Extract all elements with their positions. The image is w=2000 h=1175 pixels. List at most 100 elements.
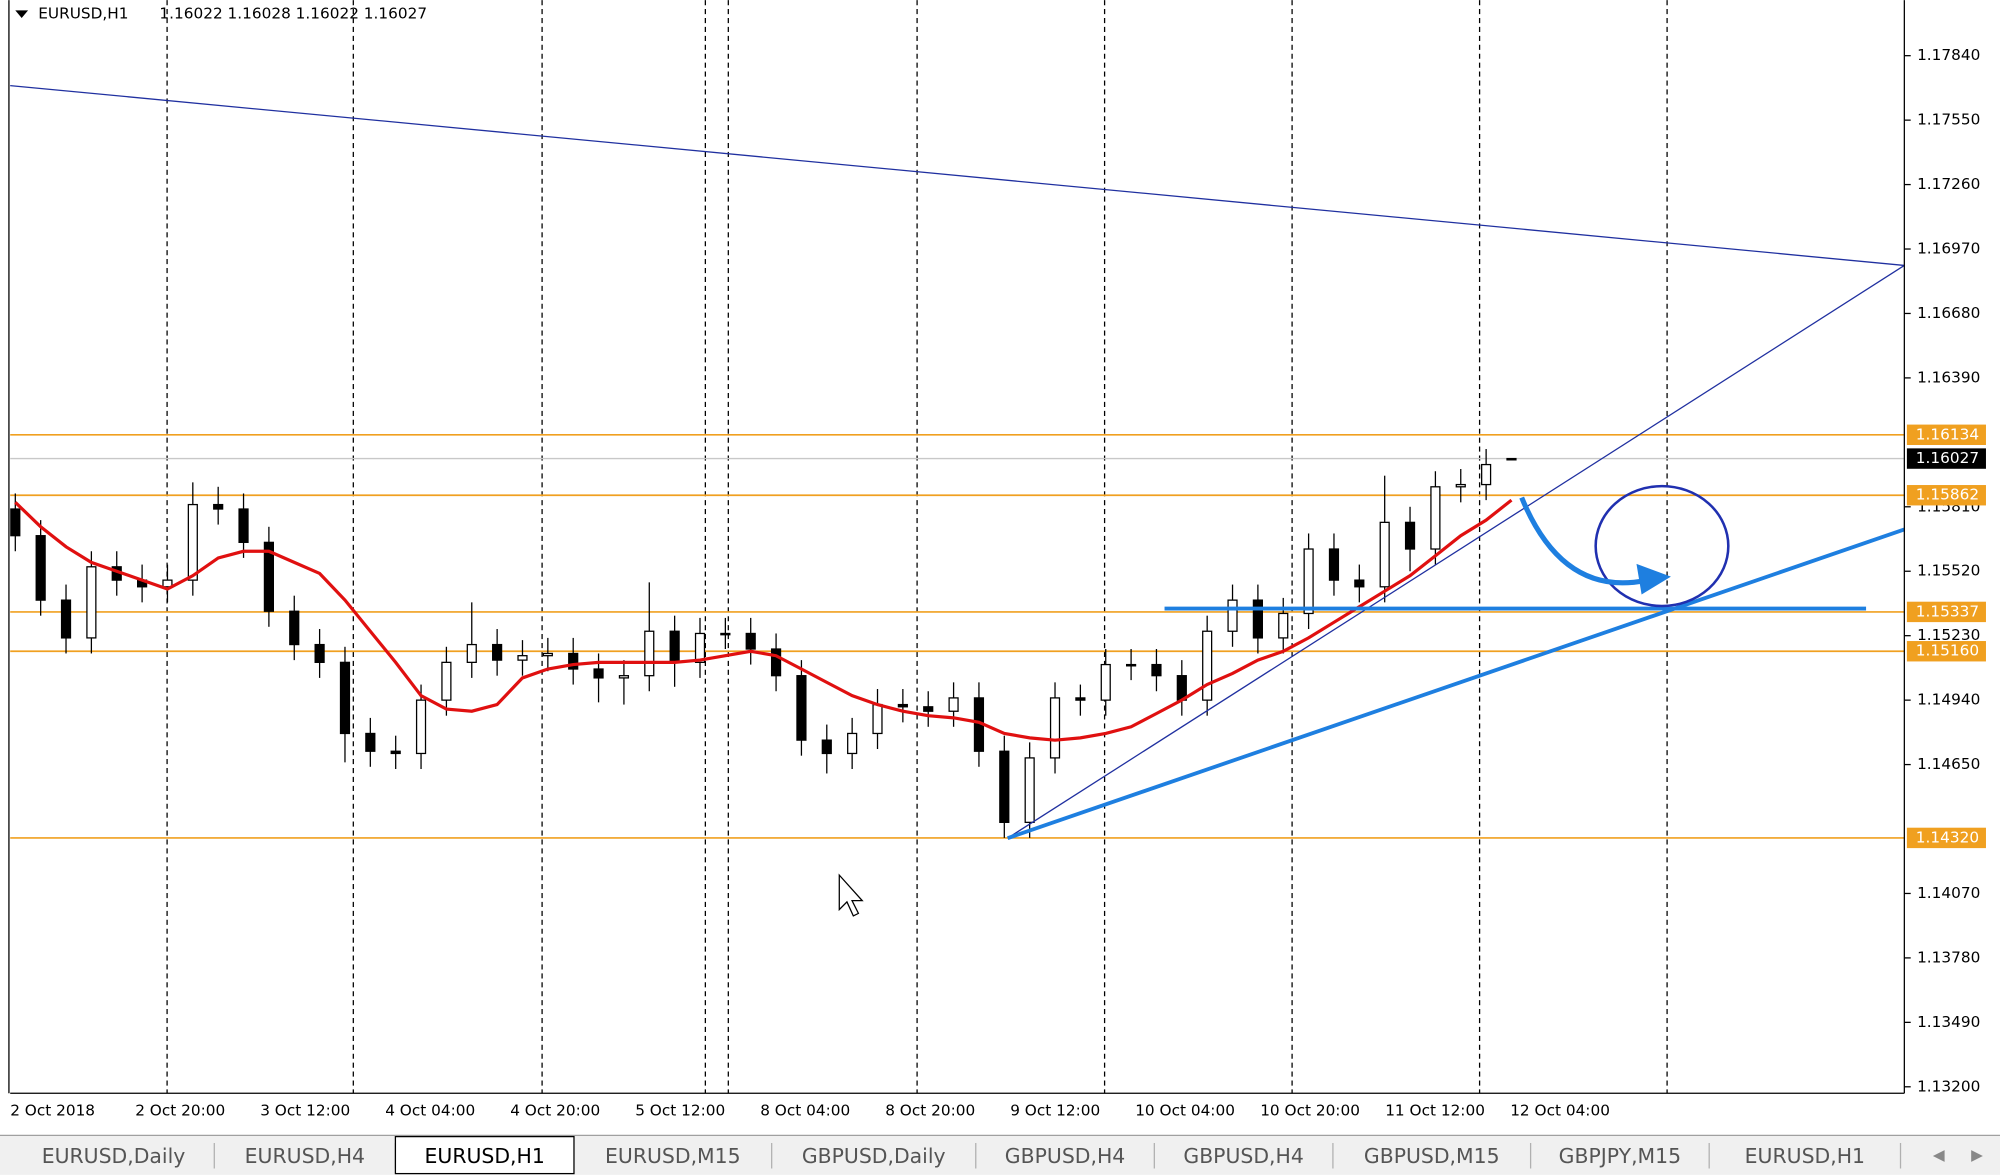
candle-body xyxy=(1100,663,1111,701)
circle xyxy=(1594,484,1730,608)
tab[interactable]: EURUSD,M15 xyxy=(605,1144,741,1168)
candle-body xyxy=(441,661,452,701)
candle-body xyxy=(1404,521,1416,550)
tab[interactable]: GBPJPY,M15 xyxy=(1559,1144,1681,1168)
x-tick-label: 4 Oct 20:00 xyxy=(510,1102,600,1120)
candle-body xyxy=(593,668,604,679)
candle-body xyxy=(745,632,756,650)
x-tick-label: 2 Oct 2018 xyxy=(10,1102,95,1120)
candle-body xyxy=(1506,457,1517,461)
y-tick-label: 1.13490 xyxy=(1917,1013,1980,1031)
x-tick-label: 5 Oct 12:00 xyxy=(635,1102,725,1120)
y-tick-label: 1.15230 xyxy=(1917,626,1980,644)
symbol: EURUSD,H1 xyxy=(38,5,128,23)
tab-bar xyxy=(0,1135,2000,1175)
y-tick-label: 1.13200 xyxy=(1917,1077,1980,1095)
candle-body xyxy=(1455,483,1466,488)
active-tab-bg xyxy=(394,1135,575,1175)
candle-body xyxy=(1151,663,1162,677)
candle-body xyxy=(1075,697,1086,701)
x-tick-label: 11 Oct 12:00 xyxy=(1385,1102,1485,1120)
separators xyxy=(166,0,1668,1094)
candle-body xyxy=(796,675,807,741)
candle-body xyxy=(1481,463,1492,486)
candle-body xyxy=(1227,599,1238,632)
y-tick-label: 1.17840 xyxy=(1917,46,1980,64)
trend-line xyxy=(1007,264,1905,839)
scroll-left[interactable]: ◀ xyxy=(1933,1146,1945,1164)
axes: 1.17840 1.17550 1.17260 1.16970 1.16680 1.163… xyxy=(10,46,1986,1120)
levels xyxy=(10,433,1905,839)
level-label-bg xyxy=(1906,485,1986,506)
x-tick-label: 9 Oct 12:00 xyxy=(1010,1102,1100,1120)
header-arrow xyxy=(15,10,29,18)
tab[interactable]: GBPUSD,Daily xyxy=(802,1144,946,1168)
candle-body xyxy=(213,503,224,510)
candle-body xyxy=(669,630,680,663)
tab[interactable]: EURUSD,H4 xyxy=(245,1144,365,1168)
candle-body xyxy=(770,648,782,677)
tab[interactable]: GBPUSD,H4 xyxy=(1005,1144,1125,1168)
candle-body xyxy=(1252,599,1263,639)
level-label: 1.15337 xyxy=(1916,602,1979,620)
y-tick-label: 1.17260 xyxy=(1917,175,1980,193)
candle-body xyxy=(1430,486,1441,550)
tabs: EURUSD,Daily EURUSD,H4 EURUSD,H1 EURUSD,M15… xyxy=(42,1135,1902,1175)
x-tick-label: 8 Oct 04:00 xyxy=(760,1102,850,1120)
candle-body xyxy=(999,750,1010,823)
tab[interactable]: GBPUSD,M15 xyxy=(1364,1144,1500,1168)
level-label: 1.14320 xyxy=(1916,828,1979,846)
ohlc: 1.16022 1.16028 1.16022 1.16027 xyxy=(159,5,427,23)
candle-body xyxy=(568,652,579,670)
x-tick-label: 8 Oct 20:00 xyxy=(885,1102,975,1120)
level-label-bg xyxy=(1906,601,1986,623)
trend-line xyxy=(1007,527,1905,840)
y-tick-label: 1.16970 xyxy=(1917,240,1980,258)
x-tick-label: 12 Oct 04:00 xyxy=(1510,1102,1610,1120)
y-tick-label: 1.14650 xyxy=(1917,755,1980,773)
level-label: 1.15862 xyxy=(1916,486,1979,504)
candle-body xyxy=(720,632,731,636)
candle-body xyxy=(821,739,832,755)
candle-body xyxy=(872,703,883,735)
x-tick-label: 2 Oct 20:00 xyxy=(135,1102,225,1120)
mouse-cursor xyxy=(838,873,864,917)
tab[interactable]: EURUSD,Daily xyxy=(42,1144,186,1168)
trend-line xyxy=(10,84,1905,267)
y-tick-label: 1.17550 xyxy=(1917,111,1980,129)
candle-body xyxy=(1303,548,1314,615)
current-price-label: 1.16027 xyxy=(1916,449,1979,467)
tab[interactable]: EURUSD,H1 xyxy=(1745,1144,1865,1168)
candle-body xyxy=(1328,548,1340,581)
candle-body xyxy=(1354,579,1365,588)
x-tick-label: 10 Oct 04:00 xyxy=(1135,1102,1235,1120)
y-tick-label: 1.14070 xyxy=(1917,884,1980,902)
candle-body xyxy=(923,706,934,712)
tab[interactable]: EURUSD,H1 xyxy=(425,1144,545,1168)
arrow-head xyxy=(1636,563,1671,595)
candle-body xyxy=(263,541,274,612)
y-tick-label: 1.15520 xyxy=(1917,562,1980,580)
candle-body xyxy=(10,508,21,537)
y-tick-label: 1.14940 xyxy=(1917,691,1980,709)
candle-body xyxy=(897,703,908,708)
x-tick-label: 10 Oct 20:00 xyxy=(1260,1102,1360,1120)
level-label-bg xyxy=(1906,827,1986,849)
candle-body xyxy=(60,599,72,639)
scroll-right[interactable]: ▶ xyxy=(1971,1146,1983,1164)
candle-body xyxy=(948,697,959,712)
x-tick-label: 4 Oct 04:00 xyxy=(385,1102,475,1120)
tab[interactable]: GBPUSD,H4 xyxy=(1183,1144,1303,1168)
candle-body xyxy=(1125,663,1137,667)
candle-body xyxy=(644,630,655,677)
level-label-bg xyxy=(1906,424,1986,445)
candle-body xyxy=(847,732,858,755)
candle-body xyxy=(314,643,325,663)
candle-body xyxy=(694,632,706,663)
moving-average xyxy=(14,498,1513,742)
candle-body xyxy=(187,503,198,581)
candle-body xyxy=(517,655,528,661)
